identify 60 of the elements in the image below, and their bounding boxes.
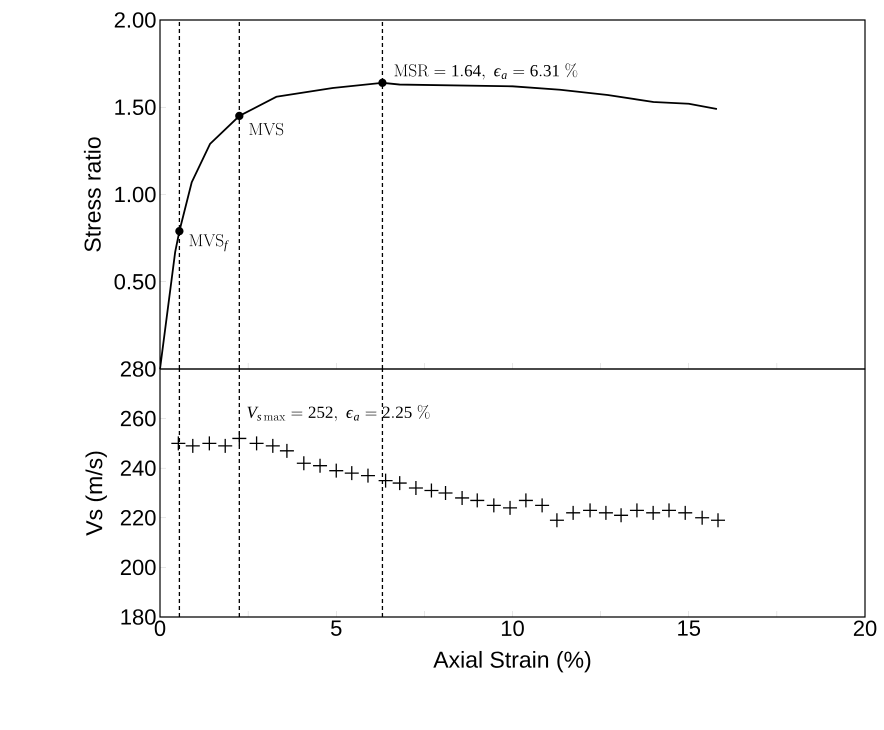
- point: [378, 472, 394, 488]
- point: [279, 443, 295, 458]
- point: [534, 498, 550, 514]
- point: [312, 458, 328, 474]
- point: [678, 505, 693, 520]
- point: [470, 492, 485, 508]
- point: [408, 480, 424, 496]
- y-tick-label: 240: [120, 460, 156, 476]
- annotation: $V_{s\,\mathrm{max}} = 252,\ \varepsilon_a = 2.25\ \%$: [247, 404, 430, 422]
- point: [438, 485, 454, 501]
- point: [360, 468, 376, 484]
- point: [248, 436, 264, 452]
- annotation: $\mathrm{MVS}_f$: [190, 234, 229, 252]
- point: [378, 78, 387, 87]
- point: [218, 438, 233, 454]
- point: [613, 508, 629, 523]
- y-tick-label: 260: [120, 410, 156, 426]
- x-tick-label: 0: [154, 620, 166, 636]
- point: [454, 490, 470, 506]
- point: [265, 438, 280, 454]
- x-tick-label: 15: [678, 620, 700, 636]
- point: [185, 438, 200, 454]
- annotation: $\mathrm{MVS}$: [249, 122, 284, 136]
- y-tick-label: 1.00: [115, 186, 156, 202]
- y-tick-label: 220: [120, 510, 156, 526]
- x-tick-label: 10: [502, 620, 524, 636]
- point: [565, 505, 581, 520]
- point: [232, 430, 247, 446]
- point: [502, 500, 518, 516]
- point: [486, 498, 502, 514]
- point: [328, 463, 344, 478]
- point: [392, 475, 408, 491]
- y-tick-label: 0.50: [114, 274, 156, 290]
- point: [661, 502, 677, 518]
- point: [629, 502, 645, 518]
- point: [344, 465, 360, 481]
- point: [235, 112, 244, 120]
- point: [549, 512, 565, 528]
- y-tick-label: 1.50: [115, 99, 156, 116]
- point: [424, 482, 440, 498]
- point: [646, 505, 661, 520]
- point: [582, 502, 598, 518]
- point: [175, 226, 184, 236]
- y-tick-label: 2.00: [114, 12, 156, 28]
- x-tick-label: 20: [854, 620, 876, 636]
- point: [518, 492, 534, 508]
- point: [296, 456, 312, 471]
- point: [694, 510, 710, 526]
- x-axis-title: Axial Strain (%): [433, 650, 590, 672]
- annotation: $\mathrm{MSR} = 1.64,\ \varepsilon_a = 6.31\ \%$: [394, 63, 578, 80]
- y-axis-title: Vs (m/s): [85, 452, 107, 536]
- y-tick-label: 200: [120, 560, 156, 576]
- point: [170, 436, 186, 452]
- x-tick-label: 5: [331, 620, 342, 636]
- y-tick-label: 280: [120, 361, 156, 377]
- point: [710, 512, 726, 528]
- point: [598, 505, 614, 520]
- y-tick-label: 180: [121, 609, 156, 625]
- point: [202, 436, 218, 452]
- y-axis-title: Stress ratio: [84, 137, 101, 252]
